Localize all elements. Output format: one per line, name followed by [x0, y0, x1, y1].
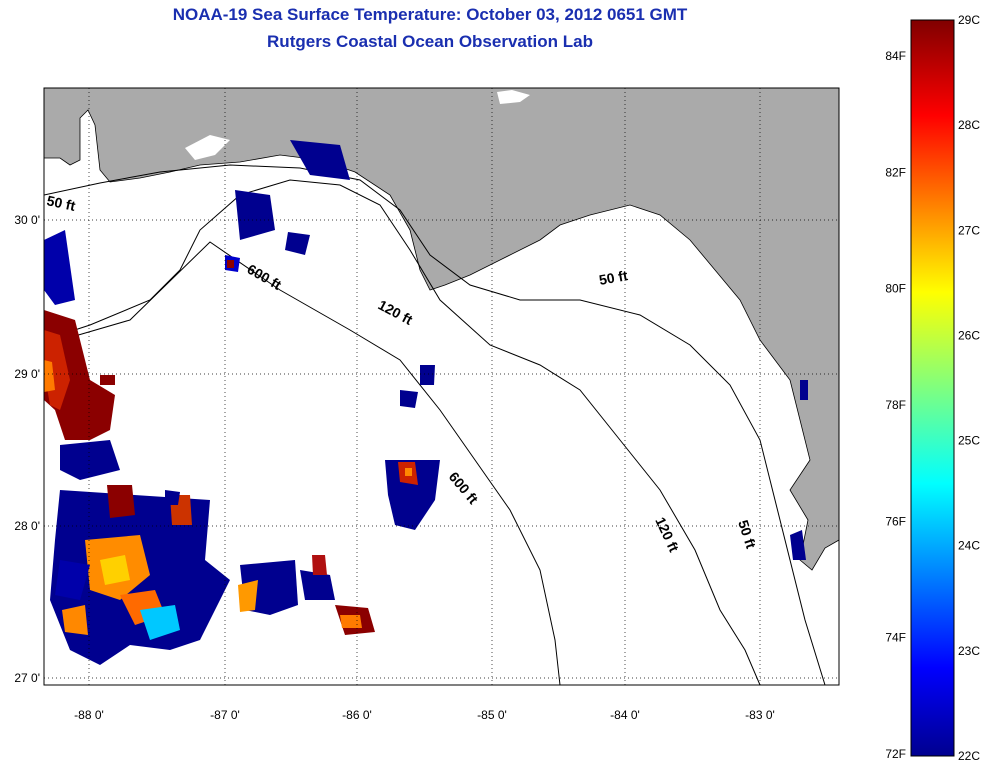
celsius-label: 22C	[958, 749, 980, 763]
fahrenheit-label: 82F	[885, 165, 906, 179]
contour-label: 50 ft	[45, 192, 77, 214]
lon-tick-label: -84 0'	[610, 708, 640, 722]
fahrenheit-label: 76F	[885, 514, 906, 528]
longitude-ticks: -88 0' -87 0' -86 0' -85 0' -84 0' -83 0'	[74, 708, 775, 722]
latitude-ticks: 30 0' 29 0' 28 0' 27 0'	[14, 213, 40, 685]
fahrenheit-label: 78F	[885, 398, 906, 412]
colorbar-celsius-labels: 29C 28C 27C 26C 25C 24C 23C 22C	[958, 13, 980, 763]
celsius-label: 29C	[958, 13, 980, 27]
sst-patches	[44, 140, 808, 665]
celsius-label: 28C	[958, 118, 980, 132]
celsius-label: 25C	[958, 434, 980, 448]
inland-lake	[497, 90, 530, 104]
land-mass	[44, 88, 839, 571]
gridlines	[44, 88, 839, 685]
lat-tick-label: 27 0'	[14, 671, 40, 685]
colorbar	[910, 19, 955, 757]
celsius-label: 23C	[958, 644, 980, 658]
colorbar-fahrenheit-labels: 84F 82F 80F 78F 76F 74F 72F	[885, 49, 906, 761]
lon-tick-label: -87 0'	[210, 708, 240, 722]
contour-120ft	[44, 179, 761, 685]
lon-tick-label: -83 0'	[745, 708, 775, 722]
celsius-label: 27C	[958, 223, 980, 237]
lat-tick-label: 28 0'	[14, 519, 40, 533]
fahrenheit-label: 80F	[885, 282, 906, 296]
lon-tick-label: -85 0'	[477, 708, 507, 722]
chart-subtitle: Rutgers Coastal Ocean Observation Lab	[267, 32, 593, 51]
fahrenheit-label: 84F	[885, 49, 906, 63]
lon-tick-label: -86 0'	[342, 708, 372, 722]
contour-label: 50 ft	[598, 267, 629, 288]
celsius-label: 26C	[958, 328, 980, 342]
plot-frame	[43, 87, 840, 686]
lat-tick-label: 29 0'	[14, 367, 40, 381]
contour-50ft	[44, 164, 826, 685]
lon-tick-label: -88 0'	[74, 708, 104, 722]
celsius-label: 24C	[958, 539, 980, 553]
fahrenheit-label: 74F	[885, 631, 906, 645]
chart-title: NOAA-19 Sea Surface Temperature: October…	[172, 5, 688, 24]
bay	[185, 135, 230, 160]
fahrenheit-label: 72F	[885, 747, 906, 761]
lat-tick-label: 30 0'	[14, 213, 40, 227]
